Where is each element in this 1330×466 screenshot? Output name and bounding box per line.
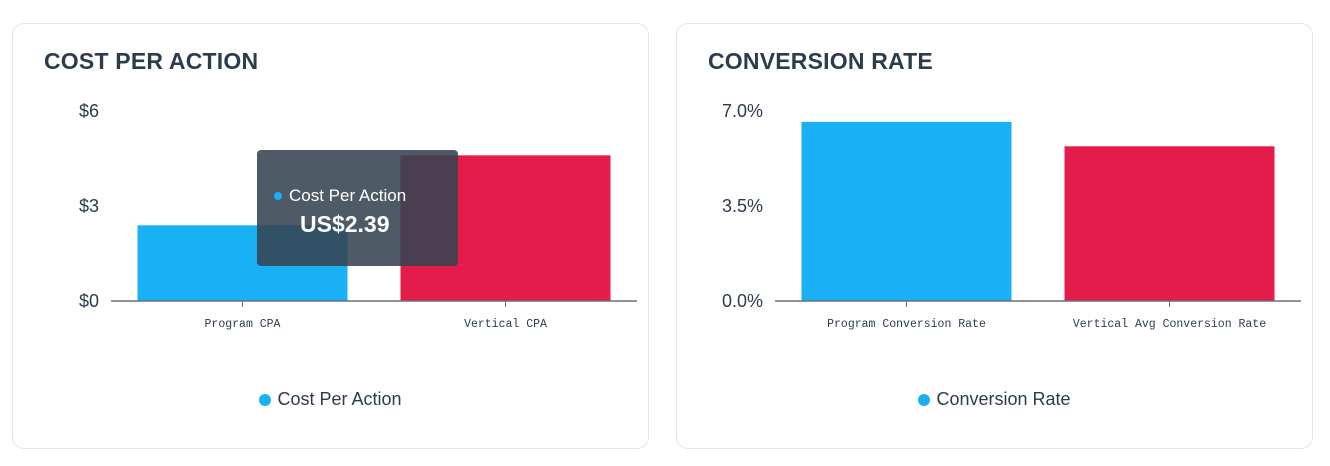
y-tick-label: 3.5% [722, 196, 763, 216]
card-title: CONVERSION RATE [708, 48, 933, 74]
x-category-label: Program CPA [205, 318, 281, 331]
y-tick-label: $0 [79, 291, 99, 311]
bar-program-conversion-rate[interactable] [801, 121, 1012, 301]
y-tick-label: 0.0% [722, 291, 763, 311]
chart-legend[interactable]: Cost Per Action [13, 389, 648, 410]
x-category-label: Vertical CPA [464, 318, 547, 331]
y-tick-label: $3 [79, 196, 99, 216]
legend-swatch-icon [259, 393, 272, 406]
tooltip-series-dot-icon [274, 192, 282, 200]
conversion-rate-card: CONVERSION RATE 0.0% 3.5% 7.0% Program Conv… [676, 23, 1313, 449]
tooltip-value: US$2.39 [300, 211, 390, 237]
card-title: COST PER ACTION [44, 48, 259, 74]
legend-swatch-icon [918, 393, 931, 406]
conversion-rate-chart: 0.0% 3.5% 7.0% Program Conversion Rate Verti… [722, 101, 1301, 331]
chart-tooltip: Cost Per Action US$2.39 [257, 150, 458, 266]
x-category-label: Program Conversion Rate [827, 318, 986, 331]
legend-label: Cost Per Action [277, 389, 402, 409]
bar-vertical-avg-conversion-rate[interactable] [1064, 146, 1275, 301]
legend-label: Conversion Rate [936, 389, 1071, 409]
x-category-label: Vertical Avg Conversion Rate [1073, 318, 1266, 331]
y-tick-label: 7.0% [722, 101, 763, 121]
chart-legend[interactable]: Conversion Rate [677, 389, 1312, 410]
tooltip-label: Cost Per Action [289, 186, 407, 205]
cost-per-action-card: COST PER ACTION $0 $3 $6 Program CPA Vertica… [12, 23, 649, 449]
y-tick-label: $6 [79, 101, 99, 121]
